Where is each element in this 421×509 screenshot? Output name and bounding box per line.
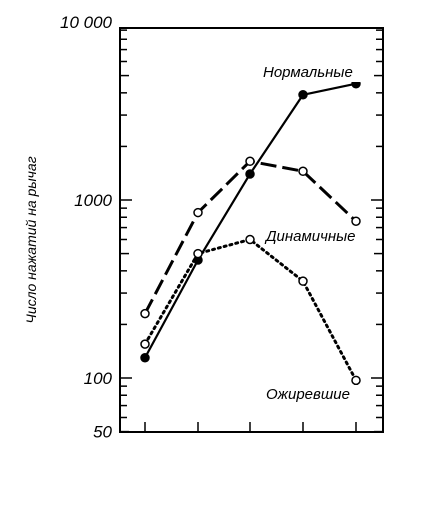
data-point <box>298 276 308 286</box>
series-labels: Нормальные Динамичные Ожиревшие <box>261 63 368 404</box>
series-line <box>143 237 358 382</box>
series-label: Нормальные <box>263 64 353 81</box>
series-label: Ожиревшие <box>266 386 350 403</box>
data-point <box>351 216 361 226</box>
plot-frame <box>119 27 384 433</box>
data-point <box>298 90 308 100</box>
data-point <box>245 234 255 245</box>
data-point <box>298 166 308 177</box>
data-point <box>193 248 203 259</box>
data-point <box>245 169 255 179</box>
series-label: Динамичные <box>264 228 356 245</box>
data-point <box>351 375 361 386</box>
y-axis-title: Число нажатий на рычаг <box>23 156 39 323</box>
series-label-bg <box>264 227 368 246</box>
data-point <box>245 156 255 167</box>
y-tick-label: 1000 <box>74 191 112 210</box>
data-point <box>140 308 150 319</box>
y-tick-label: 100 <box>84 369 113 388</box>
y-tick-labels: 10 000 1000 100 50 <box>60 13 113 442</box>
y-tick-label: 10 000 <box>60 13 113 32</box>
y-tick-label: 50 <box>93 423 112 442</box>
axis-ticks <box>120 29 383 433</box>
series-label-bg <box>261 63 365 82</box>
data-point <box>140 339 150 349</box>
data-point <box>140 352 150 363</box>
series-points <box>140 78 361 386</box>
series-line <box>144 82 357 359</box>
series-label-bg <box>264 385 368 404</box>
data-point <box>193 207 203 218</box>
